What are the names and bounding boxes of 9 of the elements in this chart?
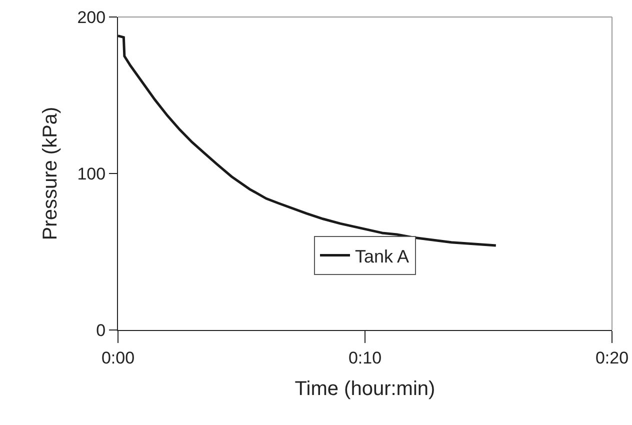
legend-label: Tank A <box>355 246 410 266</box>
x-tick-label: 0:10 <box>348 348 382 368</box>
y-tick-label: 100 <box>77 164 106 184</box>
x-axis-title: Time (hour:min) <box>294 378 436 400</box>
y-tick-label: 0 <box>96 320 106 340</box>
x-tick-label: 0:00 <box>101 348 135 368</box>
x-tick-label: 0:20 <box>595 348 629 368</box>
y-tick-label: 200 <box>77 8 106 27</box>
y-axis-title: Pressure (kPa) <box>40 106 62 240</box>
